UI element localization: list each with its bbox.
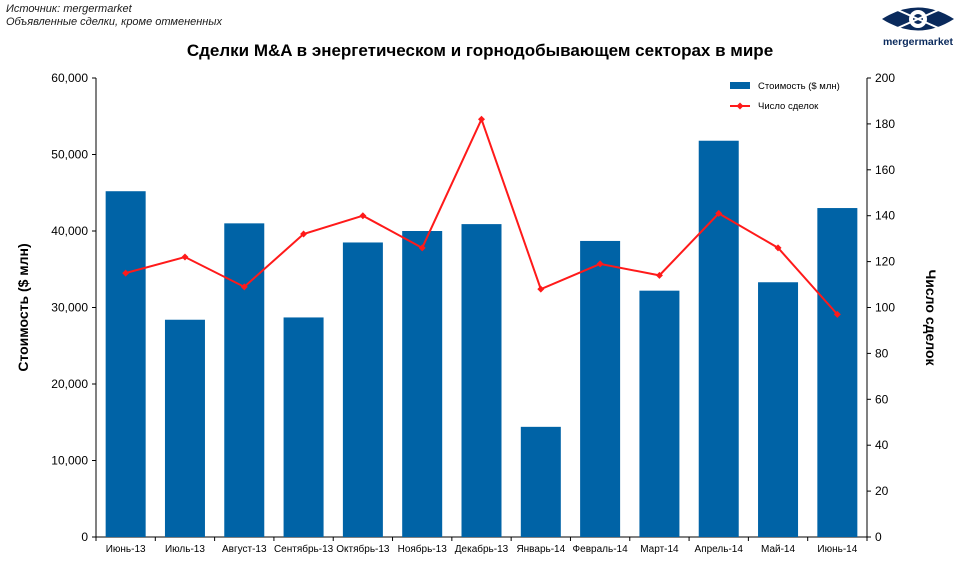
- x-tick-label: Январь-14: [516, 544, 565, 555]
- mergermarket-logo: mergermarket: [878, 2, 958, 48]
- x-tick-label: Декабрь-13: [455, 543, 509, 555]
- line-point: [537, 285, 545, 293]
- y-left-tick-label: 60,000: [51, 71, 88, 85]
- legend-label-line: Число сделок: [758, 101, 819, 112]
- bar: [105, 191, 146, 537]
- legend-swatch-bar: [730, 82, 750, 89]
- bar: [283, 317, 324, 537]
- bar: [639, 290, 680, 537]
- y-right-tick-label: 40: [875, 438, 889, 452]
- y-right-tick-label: 20: [875, 484, 889, 498]
- x-tick-label: Июль-13: [165, 544, 205, 555]
- y-left-tick-label: 10,000: [51, 454, 88, 468]
- bar: [164, 319, 205, 537]
- x-tick-label: Ноябрь-13: [398, 543, 448, 555]
- bar: [758, 282, 799, 537]
- source-line-1: Источник: mergermarket: [6, 3, 132, 15]
- line-point: [655, 271, 663, 279]
- bar: [698, 140, 739, 538]
- chart-axes: 0 10,000 20,000 30,000 40,000 50,000 60,000 0 20…: [15, 71, 939, 555]
- x-tick-label: Апрель-14: [695, 544, 744, 555]
- bar: [402, 231, 443, 537]
- source-note: Источник: mergermarket Объявленные сделк…: [6, 3, 222, 29]
- bar: [342, 242, 383, 537]
- x-tick-label: Июнь-13: [106, 544, 146, 555]
- x-tick-label: Сентябрь-13: [274, 543, 334, 555]
- y-right-tick-label: 160: [875, 163, 895, 177]
- bar: [817, 208, 858, 538]
- y-right-tick-label: 180: [875, 117, 895, 131]
- line-series: [122, 115, 841, 318]
- x-tick-label: Октябрь-13: [336, 543, 390, 555]
- y-right-tick-label: 140: [875, 209, 895, 223]
- chart-legend: Стоимость ($ млн) Число сделок: [730, 81, 840, 112]
- y-right-tick-label: 200: [875, 71, 895, 85]
- line-point: [181, 253, 189, 261]
- line-point: [300, 230, 308, 238]
- y-axis-right-title: Число сделок: [923, 269, 939, 366]
- line-point: [122, 269, 130, 277]
- line-point: [596, 260, 604, 268]
- y-right-tick-label: 100: [875, 301, 895, 315]
- y-right-tick-label: 60: [875, 392, 889, 406]
- y-right-tick-label: 0: [875, 530, 882, 544]
- y-left-tick-label: 50,000: [51, 148, 88, 162]
- y-left-tick-label: 20,000: [51, 377, 88, 391]
- chart-title: Сделки M&A в энергетическом и горнодобыв…: [186, 41, 774, 60]
- line-point: [418, 244, 426, 252]
- line-point: [240, 283, 248, 291]
- line-point: [833, 310, 841, 318]
- source-line-2: Объявленные сделки, кроме отмененных: [6, 16, 222, 28]
- y-right-tick-label: 80: [875, 346, 889, 360]
- x-tick-label: Август-13: [222, 544, 267, 555]
- eye-logo-icon: [878, 2, 958, 36]
- x-tick-label: Февраль-14: [573, 544, 629, 555]
- line-point: [715, 209, 723, 217]
- x-tick-label: Март-14: [640, 544, 679, 555]
- bar: [520, 426, 561, 537]
- legend-marker-line: [736, 102, 744, 110]
- line-point: [359, 212, 367, 220]
- bar-series: [105, 140, 858, 538]
- bar: [461, 224, 502, 538]
- y-axis-left-title: Стоимость ($ млн): [15, 243, 31, 371]
- y-left-tick-label: 30,000: [51, 301, 88, 315]
- line-point: [478, 115, 485, 123]
- logo-text: mergermarket: [882, 36, 954, 48]
- y-right-tick-label: 120: [875, 255, 895, 269]
- y-left-tick-label: 0: [81, 530, 88, 544]
- x-tick-label: Июнь-14: [817, 544, 857, 555]
- legend-label-bar: Стоимость ($ млн): [758, 81, 840, 92]
- bar: [580, 240, 621, 537]
- bar: [224, 223, 265, 537]
- line-point: [774, 244, 782, 252]
- y-left-tick-label: 40,000: [51, 224, 88, 238]
- x-tick-label: Май-14: [761, 544, 795, 555]
